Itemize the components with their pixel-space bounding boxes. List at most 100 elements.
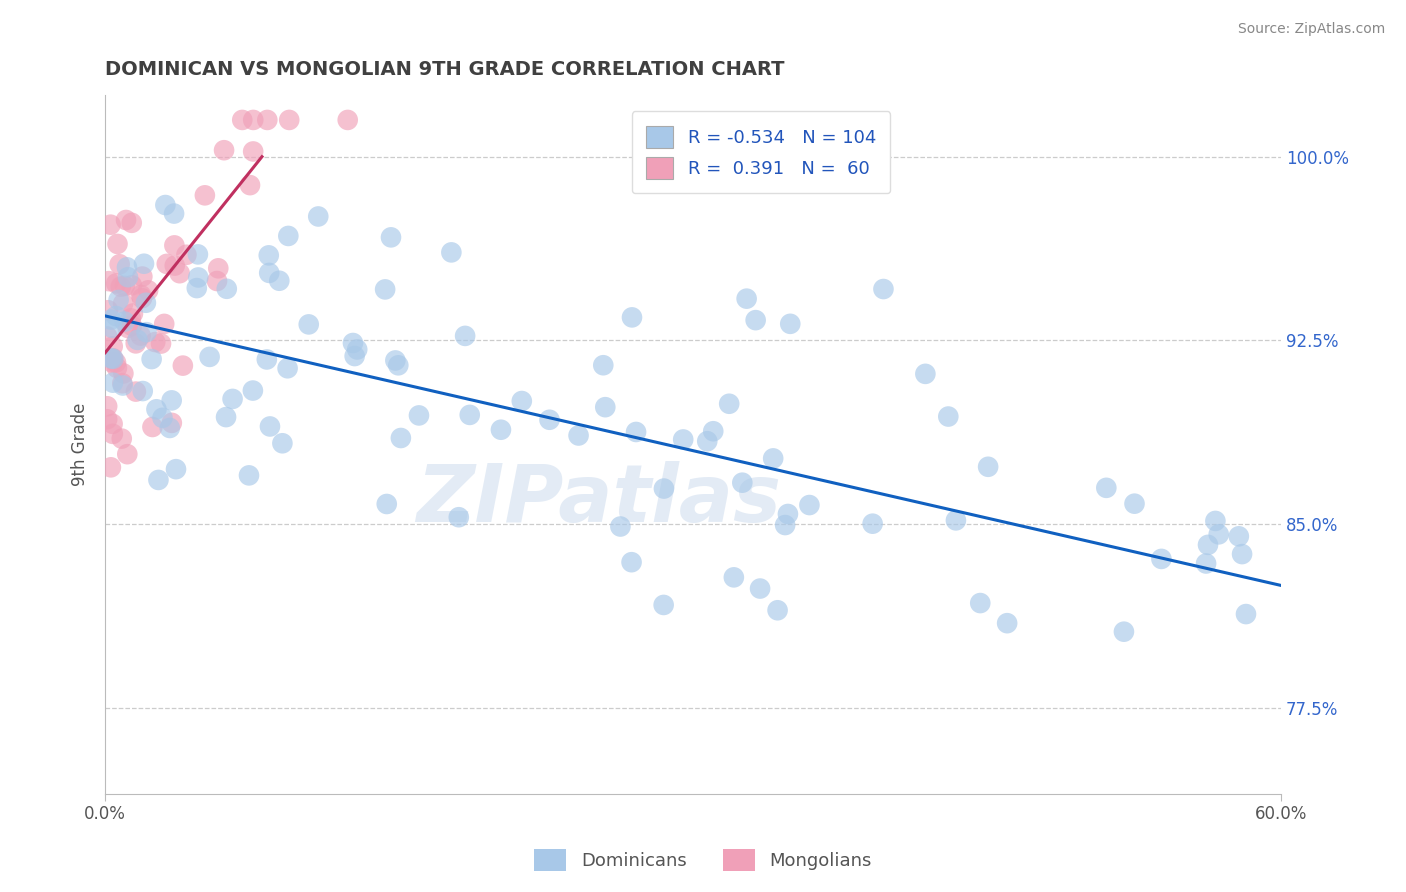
Point [538,413,561,427]
Legend: Dominicans, Mongolians: Dominicans, Mongolians [527,842,879,879]
Point [205,274,228,288]
Point [1234,607,1257,621]
Point [187,247,209,261]
Point [1095,481,1118,495]
Point [914,367,936,381]
Point [779,317,801,331]
Point [122,306,145,320]
Point [100,460,122,475]
Point [458,408,481,422]
Point [117,447,139,461]
Point [105,277,128,291]
Point [97,303,120,318]
Point [977,459,1000,474]
Point [96,412,118,426]
Point [624,425,647,439]
Point [1150,552,1173,566]
Point [107,293,129,307]
Point [107,236,129,251]
Point [110,279,132,293]
Point [257,248,280,262]
Point [277,229,299,244]
Point [100,218,122,232]
Point [101,339,124,353]
Point [131,269,153,284]
Point [121,278,143,293]
Point [115,213,138,227]
Point [101,356,124,370]
Point [212,143,235,157]
Point [609,519,631,533]
Point [129,328,152,343]
Point [112,296,135,310]
Point [380,230,402,244]
Point [100,312,122,326]
Point [187,270,209,285]
Point [150,336,173,351]
Y-axis label: 9th Grade: 9th Grade [72,403,89,486]
Point [489,423,512,437]
Point [1208,527,1230,541]
Point [593,400,616,414]
Point [510,394,533,409]
Point [1227,529,1250,543]
Point [143,334,166,349]
Point [735,292,758,306]
Point [773,518,796,533]
Point [749,582,772,596]
Point [101,351,124,366]
Point [592,358,614,372]
Point [111,432,134,446]
Point [257,266,280,280]
Point [387,359,409,373]
Point [163,238,186,252]
Point [307,210,329,224]
Point [141,420,163,434]
Point [702,424,724,438]
Point [101,376,124,390]
Text: Source: ZipAtlas.com: Source: ZipAtlas.com [1237,22,1385,37]
Point [111,378,134,392]
Point [198,350,221,364]
Point [342,336,364,351]
Point [141,352,163,367]
Point [105,361,128,376]
Point [135,325,157,339]
Point [256,352,278,367]
Point [384,353,406,368]
Point [215,282,238,296]
Point [375,497,398,511]
Point [160,416,183,430]
Point [215,410,238,425]
Point [731,475,754,490]
Point [207,261,229,276]
Point [336,112,359,127]
Point [103,351,125,366]
Point [96,399,118,413]
Point [269,274,291,288]
Point [242,384,264,398]
Text: DOMINICAN VS MONGOLIAN 9TH GRADE CORRELATION CHART: DOMINICAN VS MONGOLIAN 9TH GRADE CORRELA… [105,60,785,78]
Point [159,421,181,435]
Point [343,349,366,363]
Point [278,112,301,127]
Point [129,288,152,302]
Point [620,310,643,325]
Point [1112,624,1135,639]
Point [408,409,430,423]
Point [239,178,262,193]
Point [145,402,167,417]
Point [117,321,139,335]
Point [969,596,991,610]
Point [131,291,153,305]
Point [374,282,396,296]
Point [447,510,470,524]
Point [115,260,138,275]
Point [160,393,183,408]
Point [101,426,124,441]
Point [108,257,131,271]
Point [799,498,821,512]
Point [242,145,264,159]
Point [105,355,128,369]
Point [135,295,157,310]
